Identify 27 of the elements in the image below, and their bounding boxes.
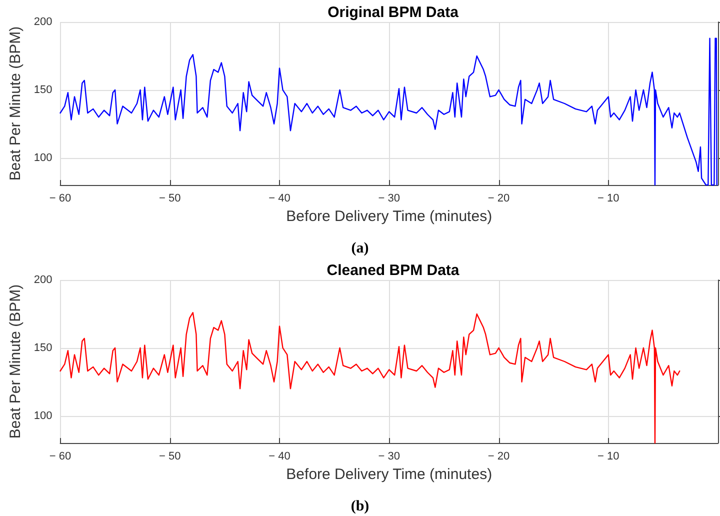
- y-axis-title: Beat Per Minute (BPM): [7, 284, 24, 439]
- x-tick-label: − 10: [598, 192, 620, 204]
- x-tick-label: − 30: [378, 192, 400, 204]
- line-series: [60, 312, 680, 444]
- x-tick-label: − 10: [598, 450, 620, 462]
- x-tick-label: − 20: [488, 450, 510, 462]
- y-tick-label: 100: [34, 152, 52, 164]
- y-tick-label: 150: [34, 84, 52, 96]
- x-tick-label: − 50: [159, 450, 181, 462]
- x-axis-title: Before Delivery Time (minutes): [286, 208, 492, 225]
- x-tick-label: − 60: [49, 450, 72, 462]
- y-axis-title: Beat Per Minute (BPM): [7, 26, 24, 181]
- x-tick-label: − 50: [159, 192, 181, 204]
- x-tick-label: − 40: [268, 192, 290, 204]
- x-tick-label: − 60: [49, 192, 72, 204]
- y-tick-label: 200: [34, 274, 52, 286]
- text: (b): [350, 498, 370, 514]
- chart-title: Cleaned BPM Data: [326, 262, 460, 279]
- y-tick-label: 100: [34, 410, 52, 422]
- y-tick-label: 200: [34, 16, 52, 28]
- x-tick-label: − 40: [268, 450, 290, 462]
- chart-title: Original BPM Data: [328, 4, 460, 21]
- x-axis-title: Before Delivery Time (minutes): [286, 466, 492, 483]
- x-tick-label: − 30: [378, 450, 400, 462]
- x-tick-label: − 20: [488, 192, 510, 204]
- y-tick-label: 150: [34, 342, 52, 354]
- text: (a): [351, 240, 369, 256]
